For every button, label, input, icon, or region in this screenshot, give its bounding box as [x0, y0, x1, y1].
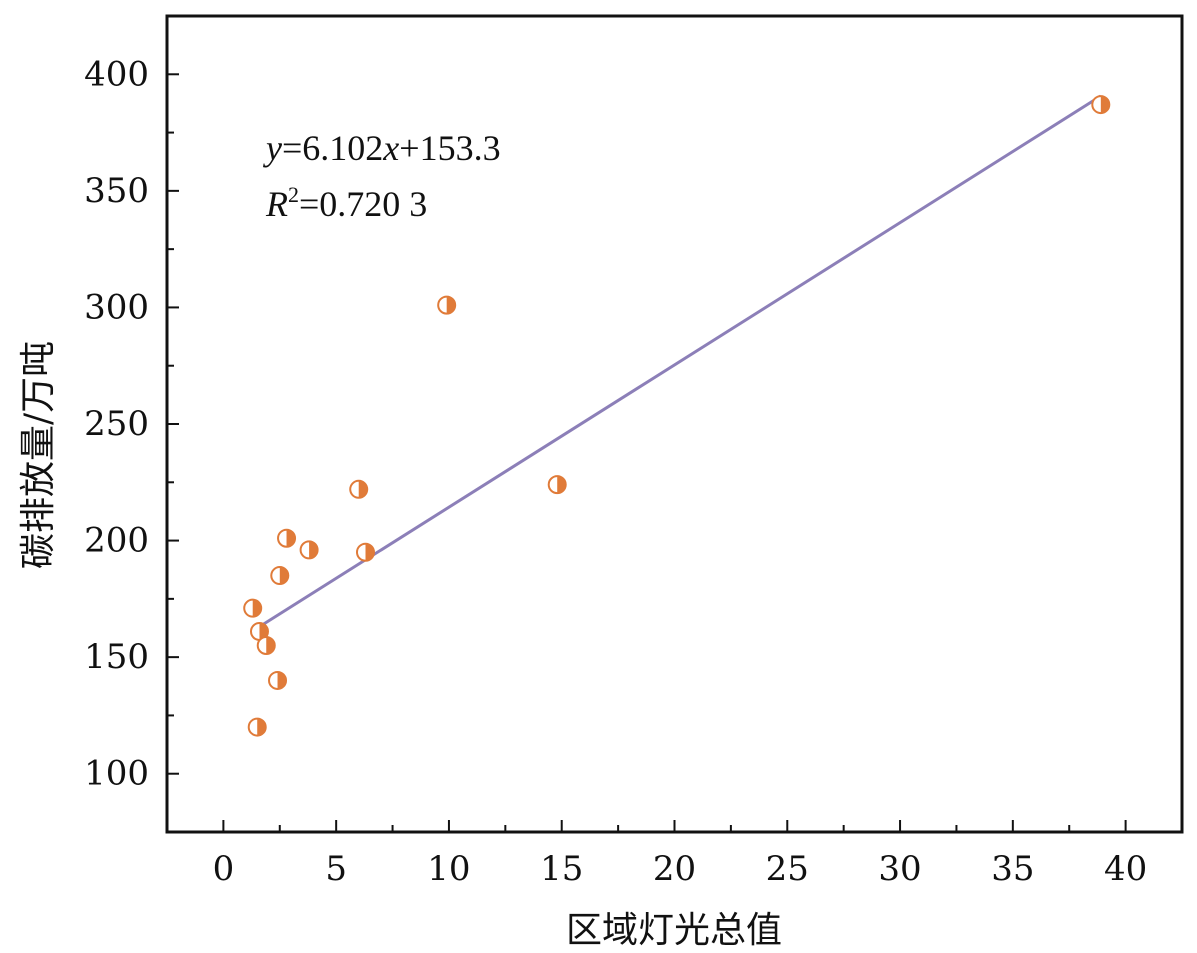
y-tick-label: 100 [84, 754, 149, 794]
data-point [268, 670, 288, 690]
x-tick-label: 30 [878, 849, 921, 889]
r-squared-label: R2=0.720 3 [265, 182, 427, 224]
x-tick-label: 5 [325, 849, 347, 889]
x-tick-label: 0 [213, 849, 235, 889]
x-tick-label: 40 [1104, 849, 1147, 889]
data-point [437, 295, 457, 315]
y-tick-label: 400 [84, 54, 149, 94]
regression-line [251, 94, 1102, 633]
x-tick-label: 15 [540, 849, 583, 889]
regression-equation: y=6.102x+153.3 [263, 128, 501, 168]
y-tick-label: 250 [84, 404, 149, 444]
data-point [270, 566, 290, 586]
x-axis-title: 区域灯光总值 [566, 910, 782, 951]
data-point [299, 540, 319, 560]
data-point [243, 598, 263, 618]
x-tick-label: 10 [427, 849, 470, 889]
data-points [243, 95, 1111, 737]
y-tick-label: 200 [84, 521, 149, 561]
x-tick-label: 20 [653, 849, 696, 889]
y-tick-label: 150 [84, 637, 149, 677]
data-point [277, 528, 297, 548]
x-tick-label: 25 [766, 849, 809, 889]
y-tick-label: 350 [84, 171, 149, 211]
y-axis-ticks: 100 150 200 250 300 350 400 [84, 15, 179, 833]
y-tick-label: 300 [84, 287, 149, 327]
data-point [247, 717, 267, 737]
data-point [547, 475, 567, 495]
data-point [355, 542, 375, 562]
fit-line-layer [251, 94, 1102, 633]
data-point [256, 635, 276, 655]
x-tick-label: 35 [991, 849, 1034, 889]
data-point [349, 479, 369, 499]
data-point [1091, 95, 1111, 115]
x-axis-ticks: 0 5 10 15 20 25 30 35 40 [166, 820, 1183, 889]
y-axis-title: 碳排放量/万吨 [18, 341, 59, 569]
